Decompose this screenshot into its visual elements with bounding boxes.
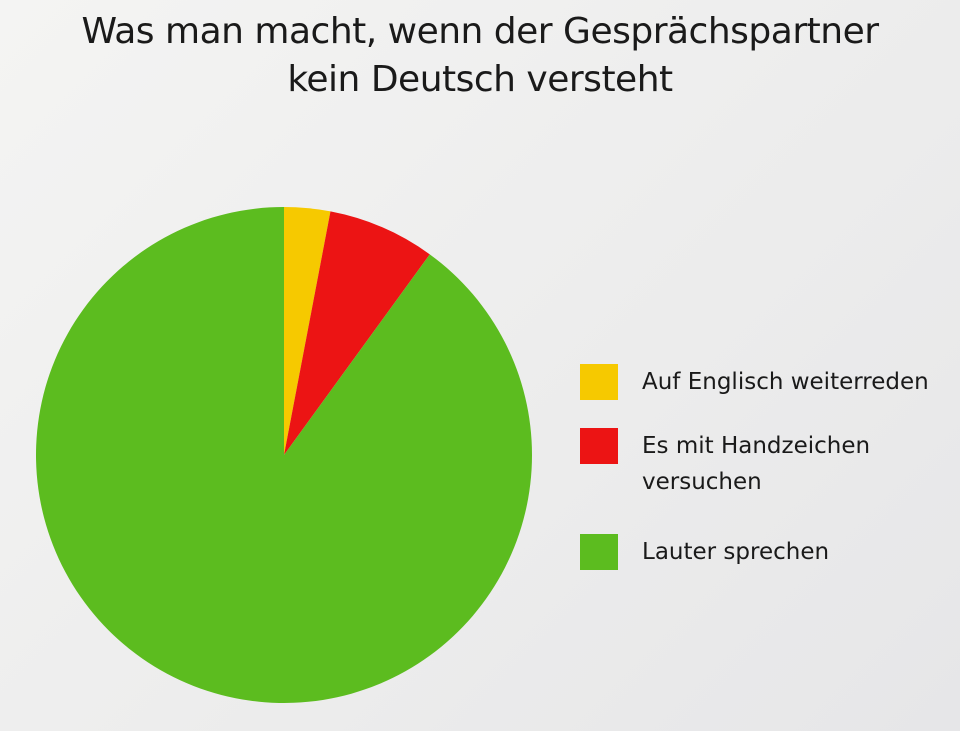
- legend-item: Auf Englisch weiterreden: [580, 364, 952, 400]
- pie-slice: [35, 207, 532, 703]
- legend-item: Es mit Handzeichen versuchen: [580, 428, 892, 500]
- legend-item: Lauter sprechen: [580, 534, 952, 570]
- legend-swatch: [580, 364, 618, 400]
- legend-swatch: [580, 428, 618, 464]
- legend-swatch: [580, 534, 618, 570]
- legend-label: Auf Englisch weiterreden: [642, 369, 929, 395]
- legend-label: Lauter sprechen: [642, 539, 830, 565]
- legend-label: Es mit Handzeichen versuchen: [642, 433, 871, 495]
- title-line: kein Deutsch versteht: [287, 59, 673, 100]
- title-line: Was man macht, wenn der Gesprächspartner: [81, 11, 879, 52]
- pie-slice: [284, 211, 430, 455]
- chart-title: Was man macht, wenn der Gesprächspartner…: [0, 8, 960, 104]
- pie-slice: [284, 207, 331, 455]
